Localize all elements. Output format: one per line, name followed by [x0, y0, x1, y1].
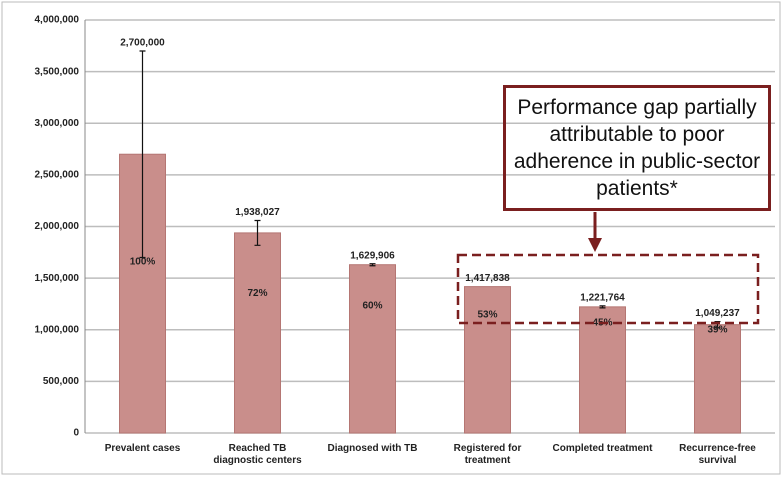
percent-label: 100% — [130, 256, 156, 267]
x-tick-label: Diagnosed with TB — [327, 443, 418, 454]
percent-label: 39% — [707, 325, 727, 336]
value-label: 1,938,027 — [235, 207, 280, 218]
y-tick-label: 2,500,000 — [35, 170, 80, 181]
value-label: 1,629,906 — [350, 250, 395, 261]
value-label: 1,221,764 — [580, 292, 625, 303]
percent-label: 60% — [362, 301, 382, 312]
annotation: Performance gap partially attributable t… — [503, 85, 771, 211]
bar — [579, 306, 626, 434]
percent-label: 53% — [477, 309, 497, 320]
value-label: 1,417,838 — [465, 273, 510, 284]
x-tick-label: Completed treatment — [552, 443, 653, 454]
y-tick-label: 1,000,000 — [35, 324, 80, 335]
y-tick-label: 500,000 — [43, 376, 80, 387]
y-tick-label: 1,500,000 — [35, 273, 80, 284]
x-tick-label: Reached TB diagnostic centers — [213, 443, 302, 466]
y-tick-label: 0 — [73, 428, 79, 439]
x-tick-label: Recurrence-free survival — [679, 443, 756, 466]
y-tick-label: 3,000,000 — [35, 118, 80, 129]
arrow-head — [588, 238, 602, 252]
error-bar — [599, 305, 606, 309]
value-label: 2,700,000 — [120, 38, 165, 49]
y-tick-label: 2,000,000 — [35, 221, 80, 232]
bar — [464, 286, 511, 434]
gap-box — [456, 253, 760, 325]
error-bar — [254, 219, 261, 246]
percent-label: 72% — [247, 288, 267, 299]
bar — [694, 324, 741, 434]
bar — [349, 264, 396, 434]
y-tick-label: 4,000,000 — [35, 15, 80, 26]
x-tick-label: Prevalent cases — [104, 443, 181, 454]
x-tick-label: Registered for treatment — [453, 443, 522, 466]
bar — [234, 232, 281, 434]
y-tick-label: 3,500,000 — [35, 66, 80, 77]
error-bar — [369, 263, 376, 267]
value-label: 1,049,237 — [695, 308, 740, 319]
error-bar — [139, 50, 146, 259]
